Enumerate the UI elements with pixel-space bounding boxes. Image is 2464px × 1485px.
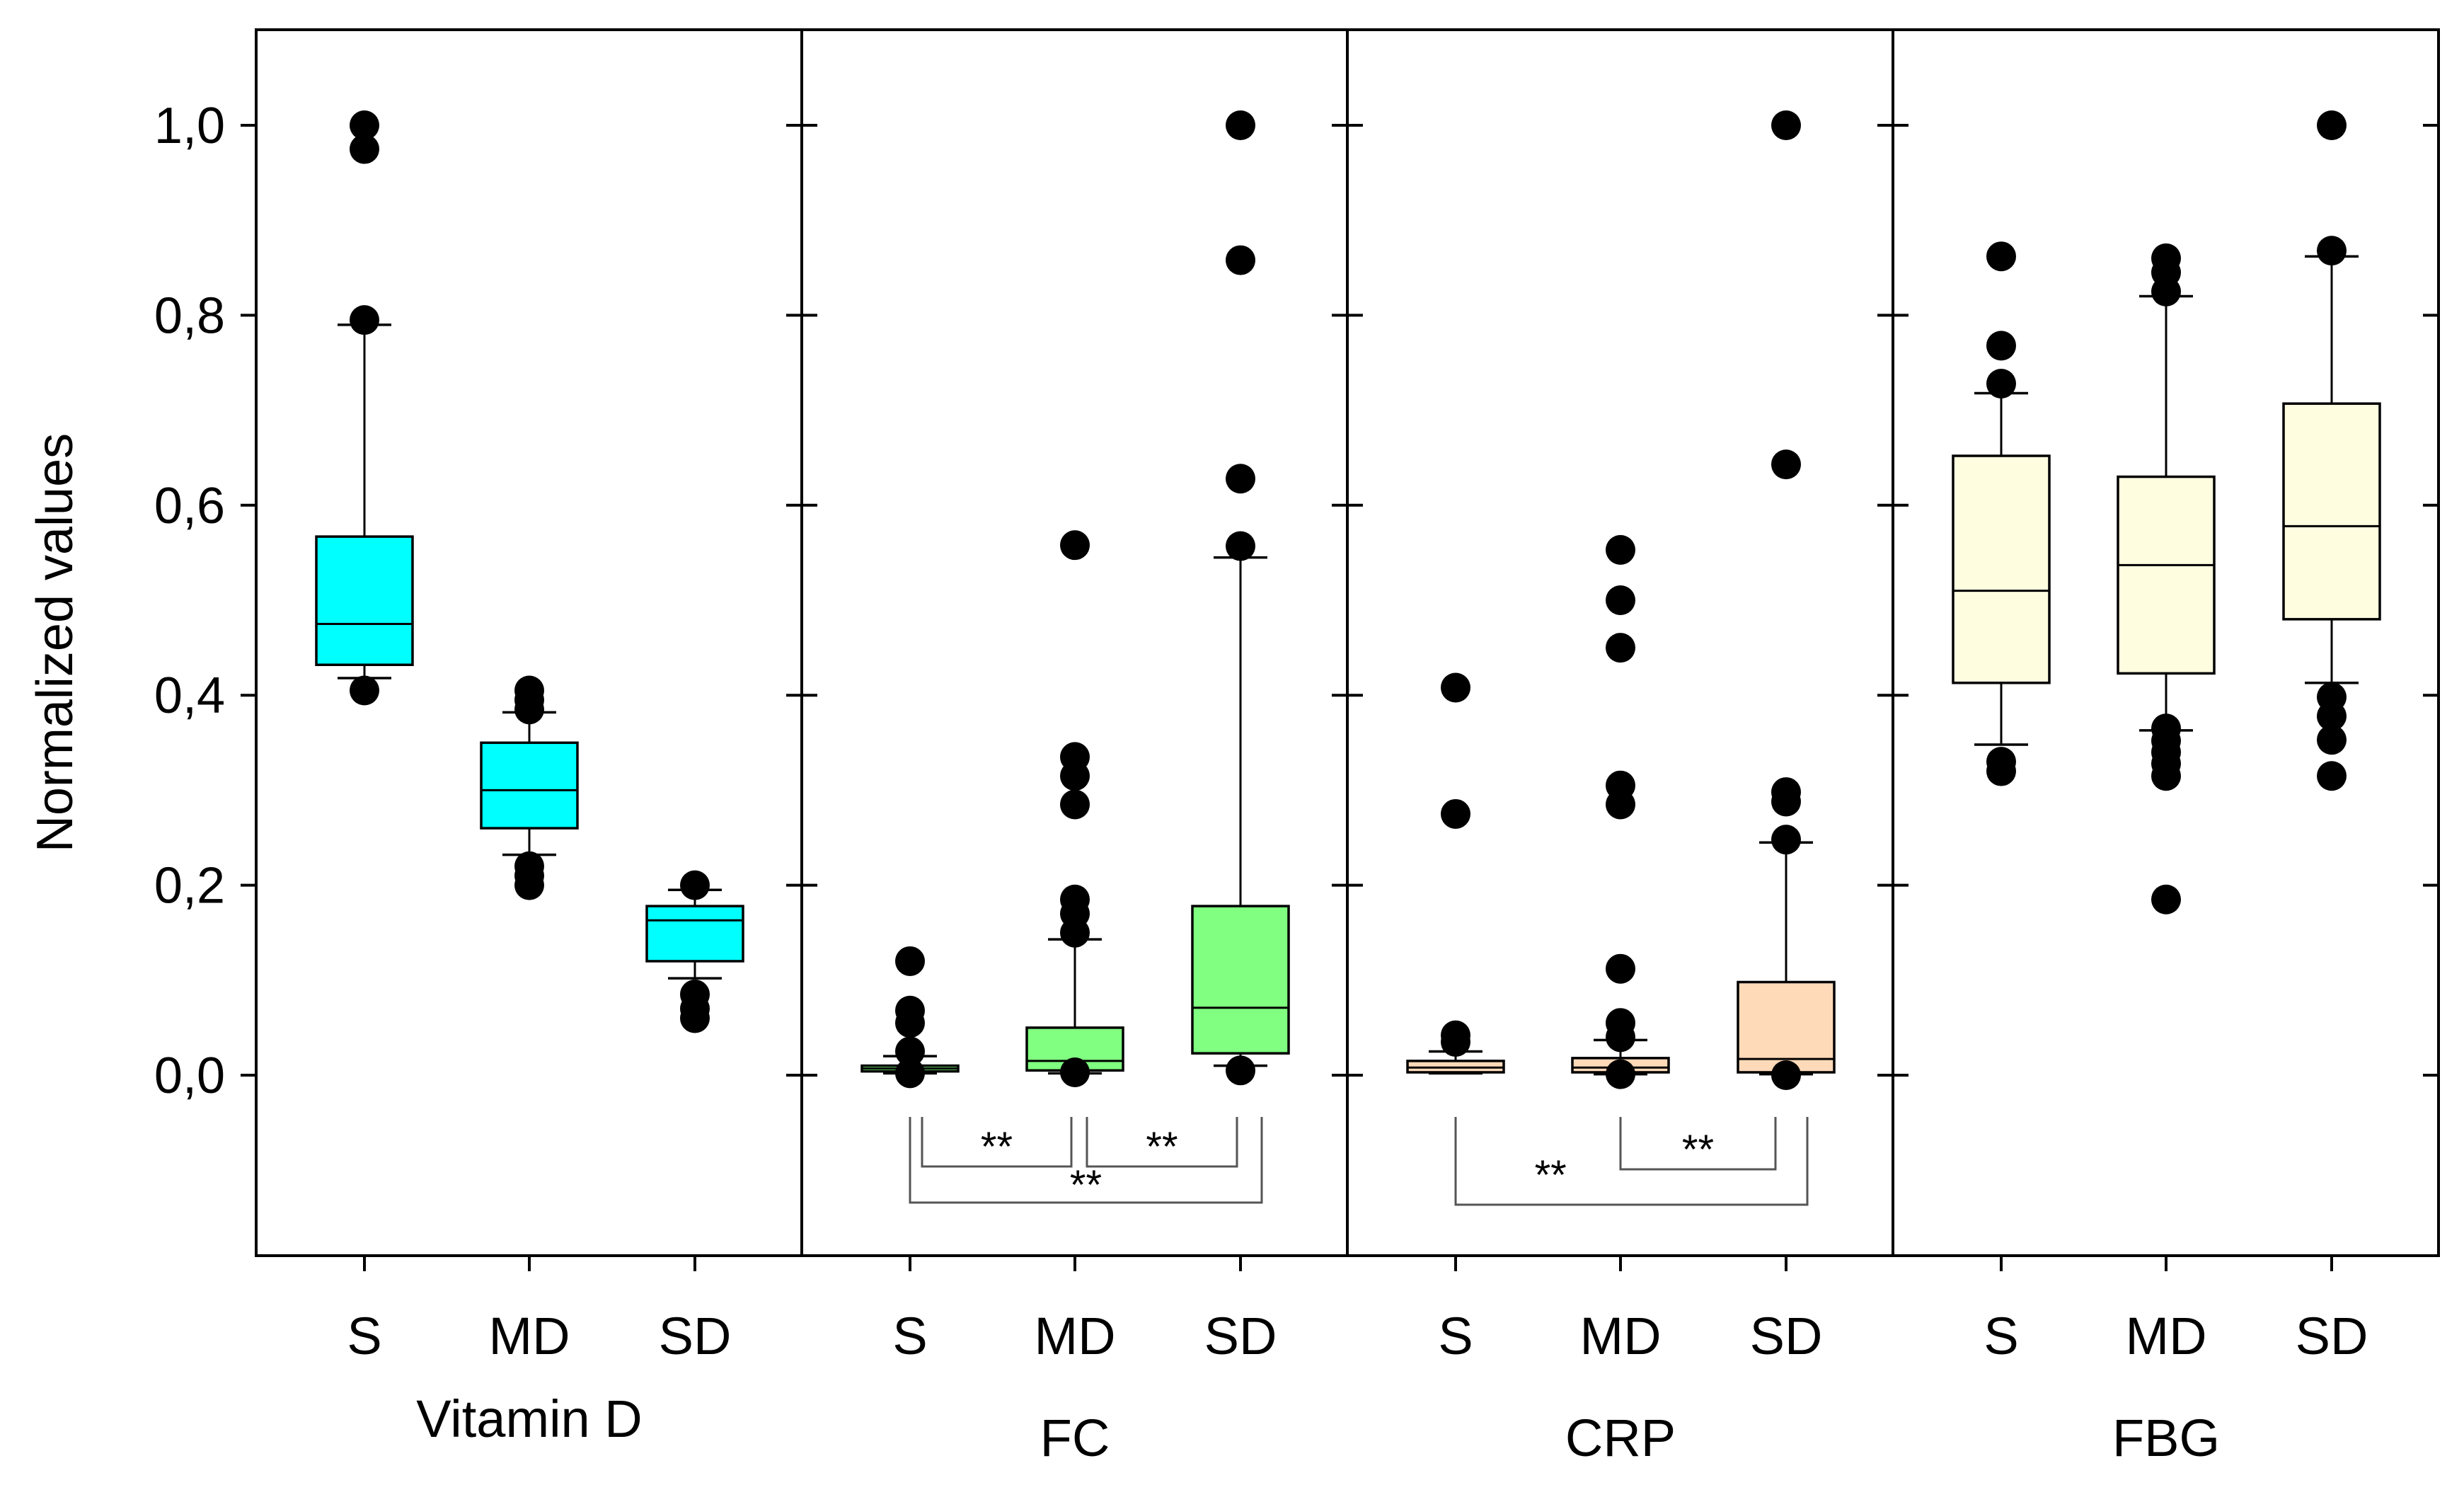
panel-label: FC [1040,1409,1110,1467]
outlier-point [2317,236,2347,266]
outlier-point [895,995,925,1026]
panel-crp: S MD SD ** ** CRP [1346,30,1893,1467]
outlier-point [1060,1057,1090,1087]
box [645,905,744,963]
box [1737,980,1836,1074]
outlier-point [895,1036,925,1067]
significance-bracket [1086,1117,1238,1168]
x-tick-label: MD [488,1307,570,1365]
outlier-point [350,675,379,706]
outlier-point [2317,761,2347,791]
x-tick-label: MD [1034,1307,1115,1365]
outlier-point [1771,110,1801,140]
outlier-point [680,979,710,1009]
outlier-point [2151,884,2181,914]
y-axis-label: Normalized values [27,433,84,852]
outlier-point [1771,825,1801,855]
outlier-point [1606,770,1635,801]
outlier-point [1986,747,2016,777]
box [2117,475,2216,675]
x-tick-label: SD [1204,1307,1277,1365]
outlier-point [1060,789,1090,820]
outlier-point [514,851,544,881]
panel-fc: S MD SD ** ** ** FC [800,30,1347,1467]
outlier-point [1226,110,1255,140]
outlier-point [514,675,544,706]
outlier-point [1986,331,2016,361]
x-tick-label: MD [1579,1307,1661,1365]
outlier-point [350,134,379,164]
x-tick-label: S [1438,1307,1473,1365]
outlier-point [895,946,925,976]
outlier-point [1226,245,1255,275]
outlier-point [1606,534,1635,565]
outlier-point [1606,633,1635,663]
outlier-point [1606,953,1635,984]
significance-label: ** [981,1124,1013,1170]
box [315,535,414,667]
outlier-point [1226,464,1255,494]
box [1952,454,2051,684]
outlier-point [1441,1020,1470,1050]
x-tick-label: SD [659,1307,732,1365]
x-tick-label: S [347,1307,381,1365]
y-tick-label: 0,4 [154,667,225,724]
x-tick-label: S [892,1307,927,1365]
outlier-point [1060,742,1090,772]
y-tick-label: 0,0 [154,1048,225,1104]
panel-label: CRP [1565,1409,1676,1467]
x-tick-label: SD [2296,1307,2368,1365]
panel-label: FBG [2112,1409,2220,1467]
plot-area: 0,0 0,2 0,4 0,6 0,8 1,0 S MD SD Vitamin D S MD SD ** *… [154,28,2440,1467]
outlier-point [1441,798,1470,829]
outlier-point [1060,884,1090,914]
outlier-point [1606,1059,1635,1089]
outlier-point [2317,110,2347,140]
significance-label: ** [1535,1152,1567,1198]
panel-label: Vitamin D [416,1389,642,1448]
outlier-point [2151,243,2181,273]
significance-label: ** [1070,1162,1102,1208]
outlier-point [350,305,379,336]
y-tick-label: 1,0 [154,98,225,154]
outlier-point [1986,241,2016,272]
outlier-point [1771,777,1801,808]
significance-bracket [921,1117,1073,1168]
outlier-point [2151,713,2181,744]
x-tick-label: S [1984,1307,2018,1365]
significance-bracket [1619,1117,1777,1171]
x-tick-label: SD [1750,1307,1823,1365]
outlier-point [680,870,710,900]
outlier-point [1060,530,1090,561]
outlier-point [1226,531,1255,561]
box [2282,402,2381,621]
outlier-point [895,1058,925,1089]
outlier-point [1606,585,1635,615]
outlier-point [2317,725,2347,755]
panel-vitamin-d: S MD SD Vitamin D [315,110,802,1448]
y-tick-label: 0,6 [154,478,225,534]
y-tick-label: 0,2 [154,858,225,914]
significance-bracket [1454,1117,1809,1206]
y-tick-label: 0,8 [154,287,225,344]
box [480,741,579,830]
outlier-point [1226,1055,1255,1086]
outlier-point [1771,1060,1801,1090]
outlier-point [1606,1008,1635,1038]
outlier-point [2317,682,2347,712]
x-tick-label: MD [2125,1307,2206,1365]
outlier-point [1986,369,2016,399]
box [1191,905,1290,1055]
significance-label: ** [1682,1127,1714,1173]
panel-fbg: S MD SD FBG [1892,30,2439,1467]
significance-bracket [909,1117,1263,1204]
outlier-point [350,110,379,140]
outlier-point [1441,672,1470,703]
outlier-point [1771,449,1801,480]
significance-label: ** [1146,1124,1178,1170]
